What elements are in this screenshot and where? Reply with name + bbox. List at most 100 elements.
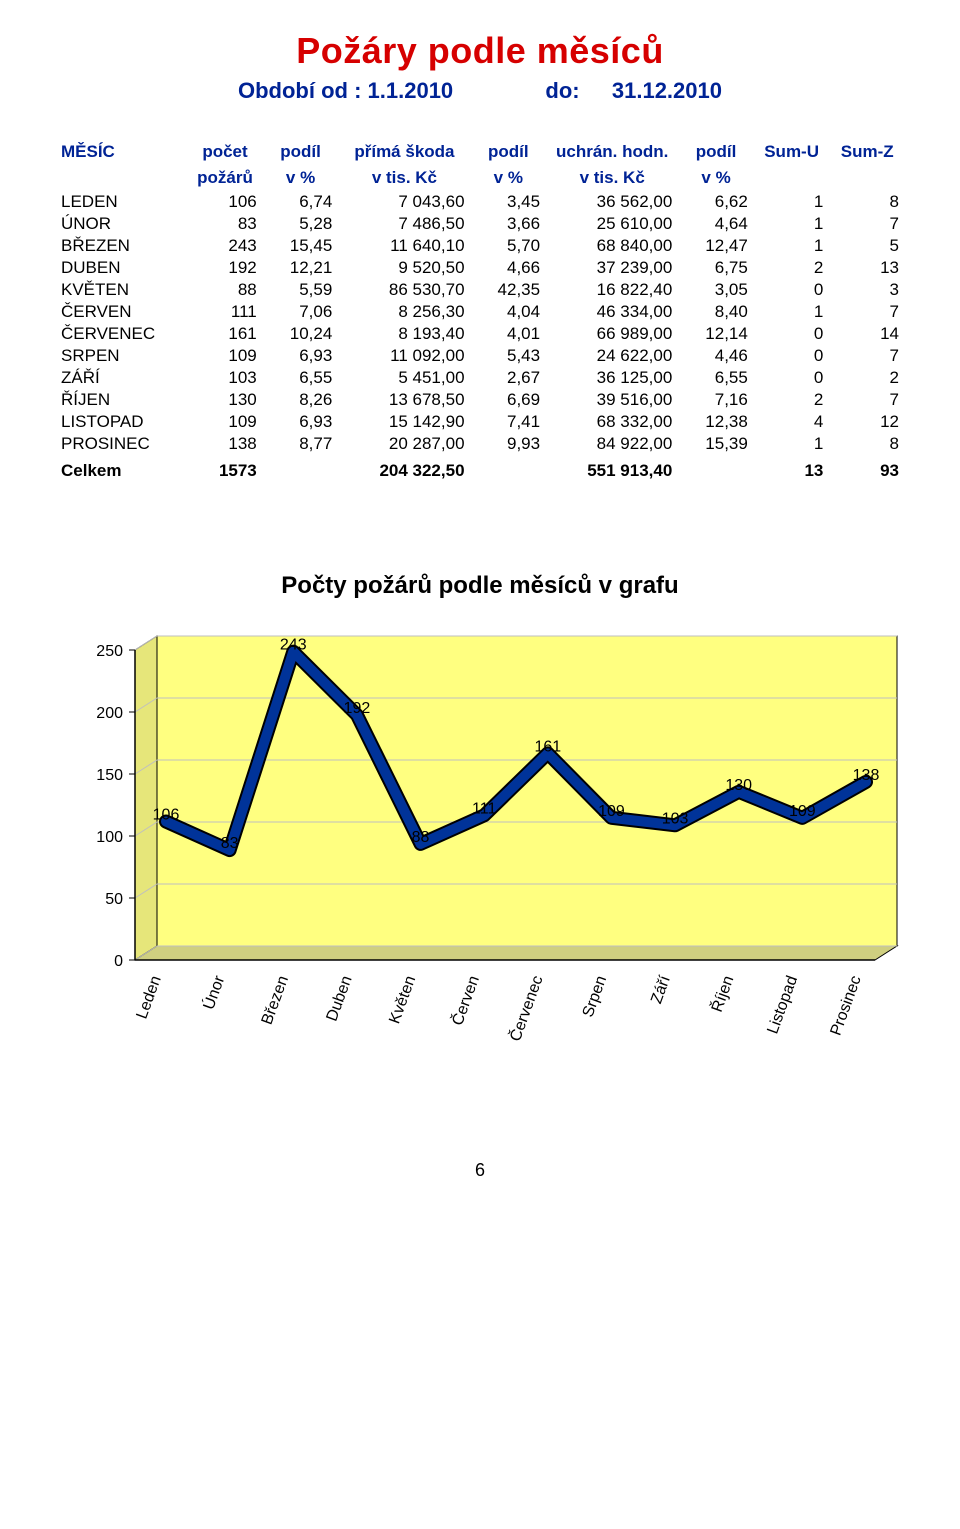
x-axis-label: Březen	[259, 974, 292, 1027]
table-total-cell	[471, 455, 547, 482]
table-total-row: Celkem1573204 322,50551 913,401393	[55, 455, 905, 482]
table-cell: 5,70	[471, 235, 547, 257]
table-cell: 4,64	[678, 213, 754, 235]
table-cell: 1	[754, 191, 830, 213]
table-row: DUBEN19212,219 520,504,6637 239,006,7521…	[55, 257, 905, 279]
table-cell: 5	[829, 235, 905, 257]
table-cell: PROSINEC	[55, 433, 187, 455]
table-cell: 12,38	[678, 411, 754, 433]
chart: 0501001502002501068324319288111161109103…	[55, 630, 905, 1100]
table-cell: 161	[187, 323, 263, 345]
col-subheader: v %	[471, 166, 547, 192]
table-cell: 4,66	[471, 257, 547, 279]
svg-text:103: 103	[662, 810, 689, 827]
table-row: LISTOPAD1096,9315 142,907,4168 332,0012,…	[55, 411, 905, 433]
table-cell: 7 486,50	[338, 213, 470, 235]
table-cell: DUBEN	[55, 257, 187, 279]
table-cell: 130	[187, 389, 263, 411]
svg-text:250: 250	[96, 643, 123, 660]
table-cell: 6,55	[678, 367, 754, 389]
table-cell: 4,04	[471, 301, 547, 323]
svg-text:138: 138	[853, 767, 880, 784]
svg-text:243: 243	[280, 637, 307, 654]
col-header: podíl	[678, 140, 754, 166]
table-cell: 15 142,90	[338, 411, 470, 433]
x-axis-label: Duben	[324, 974, 356, 1024]
table-cell: 3,05	[678, 279, 754, 301]
table-cell: 37 239,00	[546, 257, 678, 279]
table-cell: 15,45	[263, 235, 339, 257]
data-table: MĚSÍCpočetpodílpřímá škodapodíluchrán. h…	[55, 140, 905, 482]
page-title: Požáry podle měsíců	[55, 30, 905, 72]
x-axis-label: Únor	[199, 972, 229, 1012]
table-cell: 8	[829, 433, 905, 455]
col-subheader	[829, 166, 905, 192]
table-cell: 16 822,40	[546, 279, 678, 301]
col-subheader: v %	[678, 166, 754, 192]
table-cell: 7,41	[471, 411, 547, 433]
col-subheader	[55, 166, 187, 192]
table-cell: 15,39	[678, 433, 754, 455]
table-cell: 11 640,10	[338, 235, 470, 257]
table-total-cell: 1573	[187, 455, 263, 482]
table-cell: 106	[187, 191, 263, 213]
table-cell: ČERVEN	[55, 301, 187, 323]
table-cell: 11 092,00	[338, 345, 470, 367]
table-cell: 9 520,50	[338, 257, 470, 279]
table-cell: KVĚTEN	[55, 279, 187, 301]
table-cell: 5,43	[471, 345, 547, 367]
table-total-cell	[263, 455, 339, 482]
x-axis-label: Září	[648, 973, 674, 1006]
table-cell: 6,69	[471, 389, 547, 411]
table-cell: 7	[829, 213, 905, 235]
table-cell: 10,24	[263, 323, 339, 345]
table-cell: 192	[187, 257, 263, 279]
x-axis-label: Listopad	[764, 974, 801, 1037]
table-cell: 1	[754, 235, 830, 257]
col-subheader	[754, 166, 830, 192]
svg-text:192: 192	[344, 700, 371, 717]
table-cell: 12,47	[678, 235, 754, 257]
table-cell: 42,35	[471, 279, 547, 301]
table-cell: 66 989,00	[546, 323, 678, 345]
col-subheader: požárů	[187, 166, 263, 192]
period-label: Období od :	[238, 78, 361, 103]
table-row: SRPEN1096,9311 092,005,4324 622,004,4607	[55, 345, 905, 367]
table-cell: 0	[754, 323, 830, 345]
x-axis-label: Červen	[447, 973, 482, 1028]
col-subheader: v %	[263, 166, 339, 192]
chart-svg: 0501001502002501068324319288111161109103…	[55, 630, 905, 1100]
table-cell: 8,77	[263, 433, 339, 455]
table-cell: 6,93	[263, 345, 339, 367]
table-cell: 4,01	[471, 323, 547, 345]
table-row: ČERVENEC16110,248 193,404,0166 989,0012,…	[55, 323, 905, 345]
svg-text:111: 111	[472, 800, 496, 817]
table-cell: 83	[187, 213, 263, 235]
table-cell: 24 622,00	[546, 345, 678, 367]
table-cell: 3,45	[471, 191, 547, 213]
col-header: podíl	[471, 140, 547, 166]
svg-text:150: 150	[96, 767, 123, 784]
col-subheader: v tis. Kč	[546, 166, 678, 192]
table-cell: 25 610,00	[546, 213, 678, 235]
table-cell: 7 043,60	[338, 191, 470, 213]
table-row: ČERVEN1117,068 256,304,0446 334,008,4017	[55, 301, 905, 323]
table-cell: 86 530,70	[338, 279, 470, 301]
table-cell: 6,75	[678, 257, 754, 279]
svg-text:0: 0	[114, 953, 123, 970]
table-cell: 138	[187, 433, 263, 455]
x-axis-label: Květen	[386, 974, 419, 1027]
table-cell: 1	[754, 213, 830, 235]
table-cell: 2	[754, 257, 830, 279]
table-cell: 0	[754, 367, 830, 389]
table-row: ZÁŘÍ1036,555 451,002,6736 125,006,5502	[55, 367, 905, 389]
table-cell: 2,67	[471, 367, 547, 389]
col-header: podíl	[263, 140, 339, 166]
table-cell: 7	[829, 389, 905, 411]
table-total-cell: Celkem	[55, 455, 187, 482]
table-row: BŘEZEN24315,4511 640,105,7068 840,0012,4…	[55, 235, 905, 257]
table-total-cell	[678, 455, 754, 482]
table-cell: 7	[829, 301, 905, 323]
period-to: 31.12.2010	[612, 78, 722, 103]
table-cell: 5,28	[263, 213, 339, 235]
